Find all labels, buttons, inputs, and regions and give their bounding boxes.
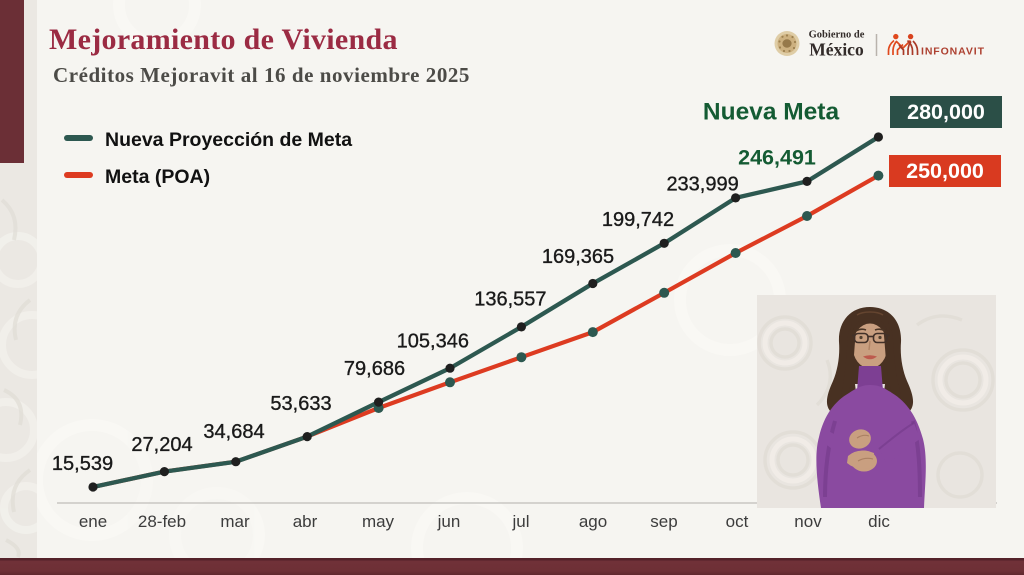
- svg-text:nov: nov: [794, 512, 822, 531]
- svg-text:199,742: 199,742: [602, 209, 674, 231]
- svg-text:oct: oct: [726, 512, 749, 531]
- svg-text:34,684: 34,684: [203, 421, 264, 443]
- svg-text:Nueva Meta: Nueva Meta: [703, 99, 840, 126]
- svg-text:INFONAVIT: INFONAVIT: [921, 46, 985, 58]
- svg-text:jun: jun: [437, 512, 461, 531]
- svg-text:abr: abr: [293, 512, 318, 531]
- svg-text:28-feb: 28-feb: [138, 512, 186, 531]
- svg-text:136,557: 136,557: [474, 289, 546, 311]
- svg-text:Gobierno de: Gobierno de: [809, 30, 865, 41]
- svg-text:ago: ago: [579, 512, 607, 531]
- svg-text:169,365: 169,365: [542, 246, 614, 268]
- svg-text:jul: jul: [511, 512, 529, 531]
- svg-text:México: México: [809, 40, 864, 60]
- svg-text:ene: ene: [79, 512, 107, 531]
- svg-text:53,633: 53,633: [270, 393, 331, 415]
- svg-text:dic: dic: [868, 512, 890, 531]
- svg-text:may: may: [362, 512, 395, 531]
- svg-text:sep: sep: [650, 512, 677, 531]
- svg-text:105,346: 105,346: [397, 331, 469, 353]
- svg-text:27,204: 27,204: [131, 434, 192, 456]
- svg-text:15,539: 15,539: [52, 453, 113, 475]
- svg-text:233,999: 233,999: [666, 174, 738, 196]
- svg-text:79,686: 79,686: [344, 358, 405, 380]
- svg-text:mar: mar: [220, 512, 250, 531]
- svg-text:246,491: 246,491: [738, 146, 816, 170]
